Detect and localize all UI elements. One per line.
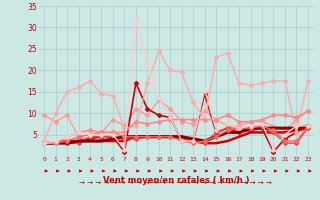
Text: → → → → → → → → → → → → → → → → → → → → → → → →: → → → → → → → → → → → → → → → → → → → → … [78, 180, 274, 186]
X-axis label: Vent moyen/en rafales ( km/h ): Vent moyen/en rafales ( km/h ) [103, 176, 249, 185]
